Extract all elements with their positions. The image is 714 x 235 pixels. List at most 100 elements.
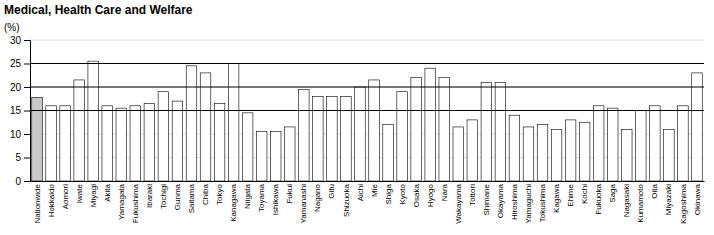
x-tick: Nationwide: [33, 183, 42, 223]
bar: [327, 96, 338, 181]
bar: [636, 111, 647, 182]
x-tick-label: Fukuoka: [594, 183, 603, 214]
x-tick: Yamanashi: [299, 184, 308, 224]
x-tick: Niigata: [243, 183, 252, 208]
y-tick-label: 5: [15, 152, 21, 163]
y-tick-label: 15: [10, 105, 22, 116]
x-tick-label: Ibaraki: [145, 184, 154, 208]
x-tick: Ishikawa: [271, 183, 280, 215]
x-tick: Nagasaki: [622, 184, 631, 218]
x-tick-label: Toyama: [257, 183, 266, 212]
x-tick-label: Tokushima: [538, 183, 547, 222]
bar: [509, 115, 520, 181]
x-tick: Tottori: [468, 184, 477, 206]
x-tick-label: Kagawa: [552, 183, 561, 212]
x-tick-label: Osaka: [412, 183, 421, 207]
y-tick-mark: [24, 40, 30, 41]
bar: [32, 97, 43, 181]
x-tick-label: Shimane: [482, 183, 491, 215]
x-tick: Tokyo: [215, 183, 224, 204]
bar: [622, 129, 633, 181]
reference-line: [30, 87, 704, 88]
bar: [664, 129, 675, 181]
bar: [369, 80, 380, 181]
plot: 051015202530NationwideHokkaidoAomoriIwat…: [10, 35, 705, 224]
x-tick: Hokkaido: [47, 183, 56, 217]
chart: Medical, Health Care and Welfare(%)05101…: [0, 0, 714, 235]
bar: [425, 68, 436, 181]
x-tick-label: Nationwide: [33, 183, 42, 223]
x-tick-label: Ishikawa: [271, 183, 280, 215]
bar: [270, 132, 281, 181]
x-tick: Kanagawa: [229, 183, 238, 221]
x-tick-label: Hyogo: [426, 183, 435, 207]
x-tick-label: Kyoto: [398, 183, 407, 204]
y-tick: 25: [10, 58, 30, 69]
x-tick-label: Niigata: [243, 183, 252, 208]
bar: [130, 106, 141, 181]
x-tick: Oita: [650, 183, 659, 198]
bar: [285, 127, 296, 181]
y-tick-mark: [24, 134, 30, 135]
x-tick: Osaka: [412, 183, 421, 207]
bar: [200, 73, 211, 181]
x-tick-label: Okayama: [496, 183, 505, 218]
y-axis-title: (%): [4, 22, 20, 33]
x-tick: Saitama: [187, 183, 196, 213]
grid-line: [30, 63, 704, 64]
grid: [30, 40, 704, 181]
x-tick: Hiroshima: [510, 183, 519, 220]
x-tick-label: Kanagawa: [229, 183, 238, 221]
y-tick: 20: [10, 82, 30, 93]
bar: [102, 106, 113, 181]
bar: [88, 61, 99, 181]
x-tick: Fukuoka: [594, 183, 603, 214]
x-tick-label: Tottori: [468, 184, 477, 206]
bar: [523, 127, 534, 181]
grid-line: [30, 40, 704, 41]
y-tick-label: 10: [10, 129, 22, 140]
y-tick: 0: [15, 176, 30, 187]
x-tick-label: Yamaguchi: [524, 184, 533, 224]
x-tick: Shimane: [482, 183, 491, 215]
x-tick-label: Tochigi: [159, 184, 168, 209]
x-tick-label: Gunma: [173, 183, 182, 210]
x-tick: Kumamoto: [636, 183, 645, 222]
x-tick: Mie: [370, 183, 379, 196]
x-tick: Miyazaki: [664, 184, 673, 215]
x-tick-label: Hokkaido: [47, 183, 56, 217]
x-tick: Aichi: [356, 184, 365, 202]
x-tick: Nara: [440, 183, 449, 201]
x-tick: Kagawa: [552, 183, 561, 212]
bar: [495, 82, 506, 181]
x-tick-label: Yamanashi: [299, 184, 308, 224]
x-tick-label: Akita: [103, 183, 112, 201]
x-axis-line: [31, 181, 705, 182]
bar: [341, 96, 352, 181]
y-tick-label: 0: [15, 176, 21, 187]
x-tick: Yamagata: [117, 183, 126, 219]
x-tick-label: Kumamoto: [636, 183, 645, 222]
x-tick-label: Tokyo: [215, 183, 224, 204]
x-tick-label: Aomori: [61, 184, 70, 210]
bar: [551, 129, 562, 181]
x-tick: Akita: [103, 183, 112, 201]
x-tick-label: Saga: [608, 183, 617, 202]
bar: [467, 120, 478, 181]
y-tick-mark: [24, 158, 30, 159]
x-tick-label: Kagoshima: [678, 183, 687, 224]
x-tick: Tochigi: [159, 184, 168, 209]
x-tick: Toyama: [257, 183, 266, 212]
x-tick-label: Hiroshima: [510, 183, 519, 220]
x-tick-label: Gifu: [327, 184, 336, 199]
bar: [650, 106, 661, 181]
y-tick: 10: [10, 129, 30, 140]
x-tick: Kagoshima: [678, 183, 687, 224]
grid-line: [30, 87, 704, 88]
y-tick: 5: [15, 152, 30, 163]
x-tick-label: Aichi: [356, 184, 365, 202]
reference-line: [30, 63, 704, 64]
x-tick-label: Shiga: [384, 183, 393, 204]
x-tick: Okayama: [496, 183, 505, 218]
grid-line: [30, 110, 704, 111]
